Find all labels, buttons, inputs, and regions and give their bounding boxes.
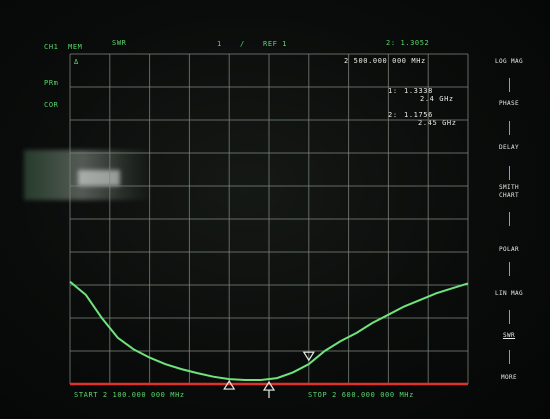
marker-symbols: [223, 351, 315, 399]
marker-symbol: [302, 351, 315, 362]
cor-label: COR: [44, 101, 59, 109]
pre-label: PRm: [44, 79, 59, 87]
marker-frequency: 2 500.000 000 MHz: [344, 57, 426, 65]
marker-1-label: 1:: [388, 87, 398, 95]
marker-2-freq: 2.45 GHz: [418, 119, 457, 127]
softkey-separator: [509, 350, 510, 364]
softkey-polar[interactable]: POLAR: [476, 246, 542, 254]
softkey-smith-chart[interactable]: SMITH CHART: [476, 184, 542, 200]
softkey-separator: [509, 212, 510, 226]
softkey-log-mag-label: LOG MAG: [494, 58, 524, 65]
active-marker-readout: 2: 1.3052: [386, 39, 430, 47]
marker-2-value: 1.1756: [404, 111, 433, 119]
marker-symbol: [223, 379, 236, 390]
softkey-separator: [509, 78, 510, 92]
stop-frequency: STOP 2 600.000 000 MHz: [308, 391, 414, 399]
softkey-polar-label: POLAR: [498, 246, 520, 253]
softkey-separator: [509, 310, 510, 324]
softkey-delay-label: DELAY: [498, 144, 520, 151]
softkey-swr-label: SWR: [502, 332, 516, 339]
plot-grid: [69, 53, 469, 385]
softkey-more[interactable]: MORE: [476, 374, 542, 382]
channel-label: CH1: [44, 43, 59, 51]
marker-2-label: 2:: [388, 111, 398, 119]
softkey-lin-mag[interactable]: LIN MAG: [476, 290, 542, 298]
softkey-delay[interactable]: DELAY: [476, 144, 542, 152]
softkey-smith-label-1: SMITH: [498, 184, 520, 191]
reference-label: REF 1: [263, 40, 288, 48]
delta-label: Δ: [74, 58, 79, 66]
softkey-phase[interactable]: PHASE: [476, 100, 542, 108]
softkey-separator: [509, 121, 510, 135]
start-frequency: START 2 100.000 000 MHz: [74, 391, 185, 399]
softkey-separator: [509, 166, 510, 180]
softkey-lin-mag-label: LIN MAG: [494, 290, 524, 297]
softkey-separator: [509, 262, 510, 276]
softkey-smith-label-2: CHART: [498, 192, 520, 199]
swr-trace: [69, 280, 469, 381]
softkey-swr[interactable]: SWR: [476, 332, 542, 340]
scale-unit: /: [240, 40, 245, 48]
scale-value: 1: [217, 40, 222, 48]
memory-label: MEM: [68, 43, 83, 51]
marker-1-value: 1.3338: [404, 87, 433, 95]
softkey-phase-label: PHASE: [498, 100, 520, 107]
softkey-more-label: MORE: [500, 374, 518, 381]
format-label: SWR: [112, 39, 127, 47]
softkey-log-mag[interactable]: LOG MAG: [476, 58, 542, 66]
marker-1-freq: 2.4 GHz: [420, 95, 454, 103]
